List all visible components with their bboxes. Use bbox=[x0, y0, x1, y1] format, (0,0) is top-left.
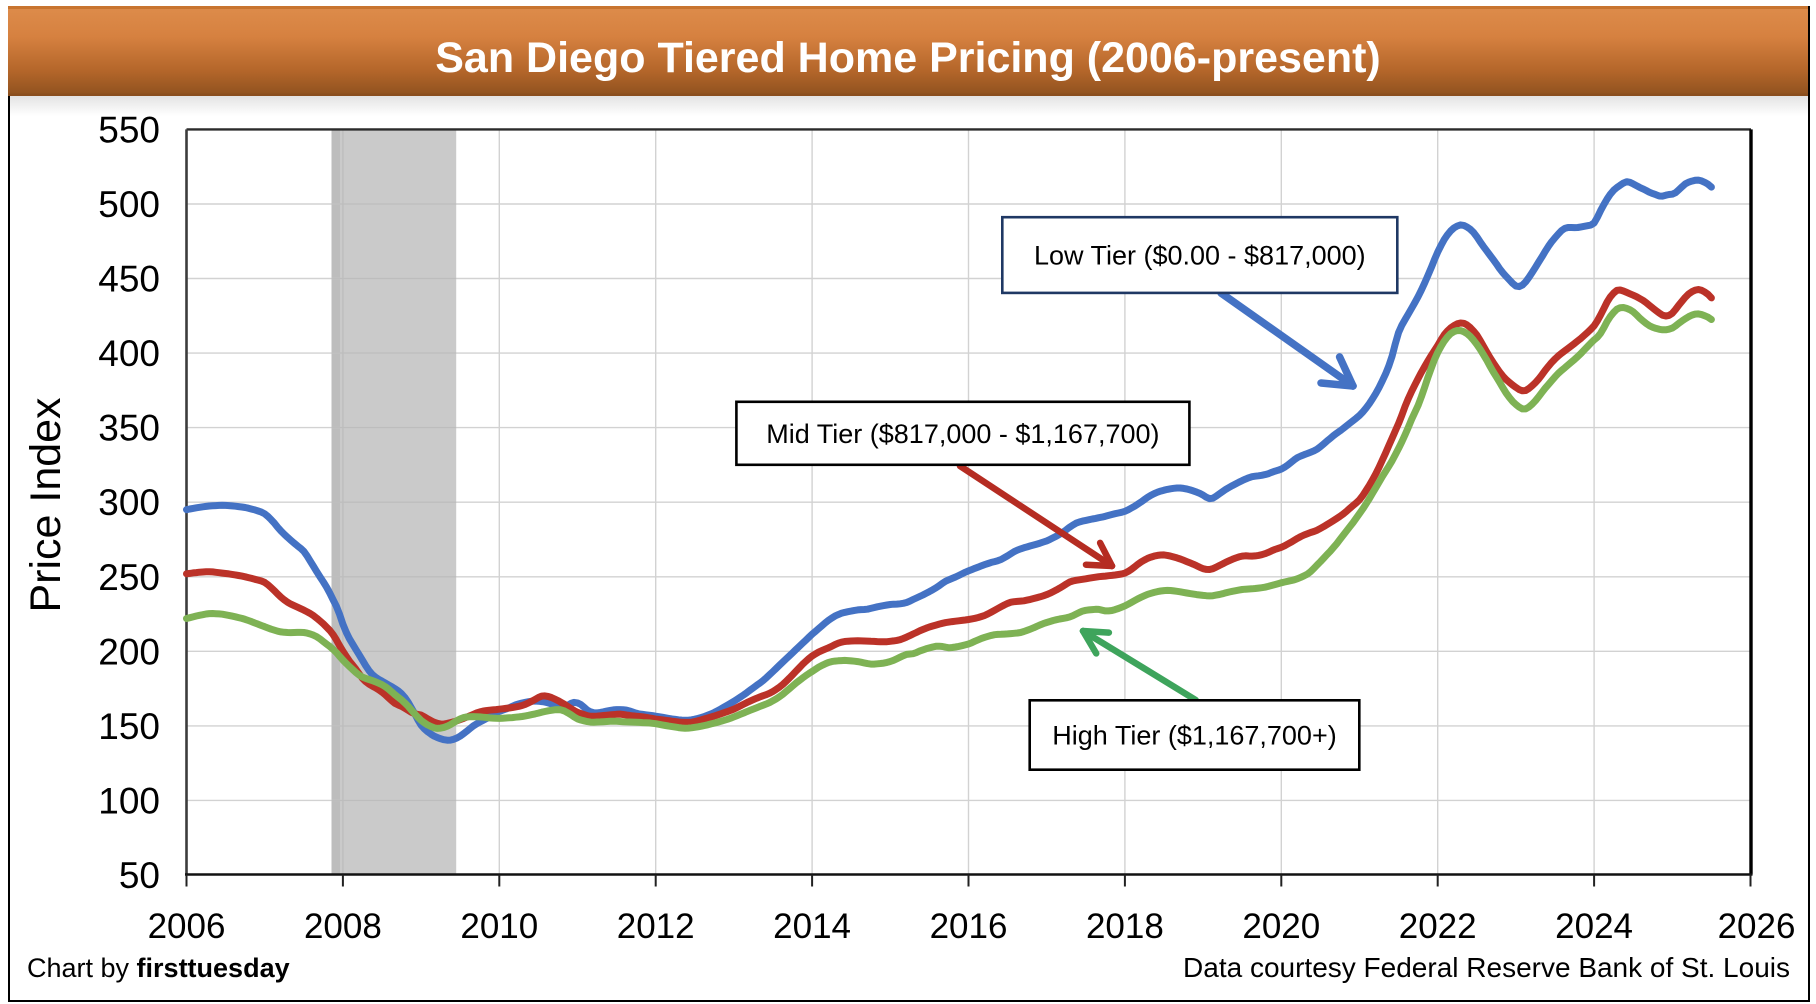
svg-text:San Diego Tiered Home Pricing: San Diego Tiered Home Pricing (2006-pres… bbox=[435, 34, 1380, 82]
svg-text:High Tier ($1,167,700+): High Tier ($1,167,700+) bbox=[1052, 721, 1336, 751]
svg-text:2006: 2006 bbox=[148, 907, 226, 946]
svg-text:450: 450 bbox=[98, 259, 160, 300]
svg-text:350: 350 bbox=[98, 408, 160, 449]
svg-text:150: 150 bbox=[98, 706, 160, 747]
svg-text:300: 300 bbox=[98, 482, 160, 523]
svg-text:200: 200 bbox=[98, 631, 160, 672]
svg-text:2016: 2016 bbox=[930, 907, 1008, 946]
svg-text:550: 550 bbox=[98, 109, 160, 150]
svg-text:2018: 2018 bbox=[1086, 907, 1164, 946]
svg-text:Chart by firsttuesday: Chart by firsttuesday bbox=[27, 953, 290, 983]
svg-text:Low Tier ($0.00 - $817,000): Low Tier ($0.00 - $817,000) bbox=[1034, 241, 1366, 271]
svg-text:2008: 2008 bbox=[304, 907, 382, 946]
svg-text:2022: 2022 bbox=[1399, 907, 1477, 946]
svg-text:2026: 2026 bbox=[1718, 907, 1796, 946]
svg-text:50: 50 bbox=[119, 855, 160, 896]
svg-text:2024: 2024 bbox=[1555, 907, 1633, 946]
svg-text:250: 250 bbox=[98, 557, 160, 598]
svg-text:500: 500 bbox=[98, 184, 160, 225]
svg-text:2012: 2012 bbox=[617, 907, 695, 946]
svg-text:2020: 2020 bbox=[1242, 907, 1320, 946]
svg-text:2014: 2014 bbox=[773, 907, 851, 946]
svg-text:Price Index: Price Index bbox=[22, 397, 70, 613]
svg-text:400: 400 bbox=[98, 333, 160, 374]
svg-text:2010: 2010 bbox=[460, 907, 538, 946]
svg-text:100: 100 bbox=[98, 780, 160, 821]
svg-text:Data courtesy Federal Reserve: Data courtesy Federal Reserve Bank of St… bbox=[1183, 952, 1790, 983]
svg-text:Mid Tier ($817,000 - $1,167,70: Mid Tier ($817,000 - $1,167,700) bbox=[766, 419, 1159, 449]
